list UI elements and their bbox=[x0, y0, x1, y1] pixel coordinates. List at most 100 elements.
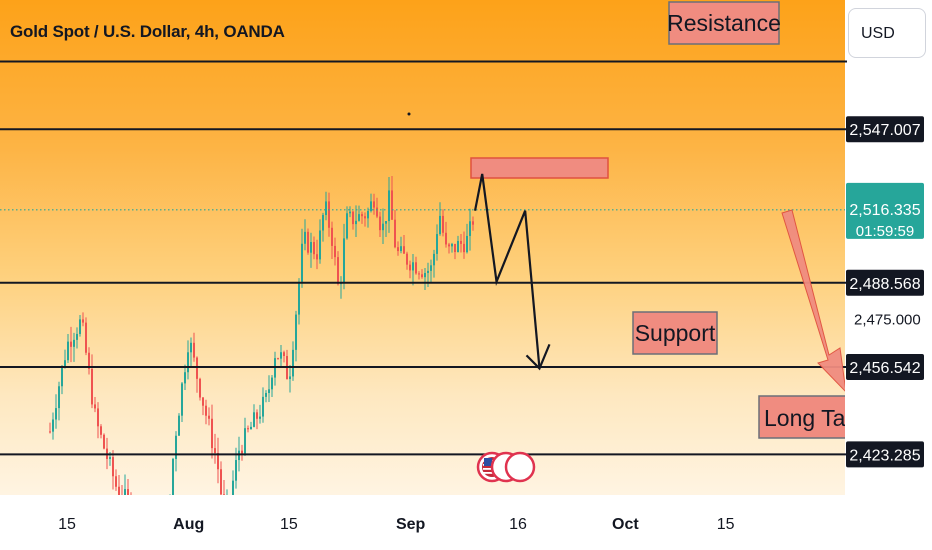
candle-body bbox=[268, 389, 270, 393]
resistance-zone-box[interactable] bbox=[470, 157, 609, 179]
candle-body bbox=[298, 281, 300, 315]
candle-body bbox=[58, 386, 60, 409]
candle-body bbox=[130, 497, 132, 498]
level-price-tag bbox=[846, 269, 924, 296]
candle-body bbox=[367, 211, 369, 219]
candle-body bbox=[154, 513, 156, 514]
candle-body bbox=[262, 396, 264, 417]
candle-body bbox=[148, 520, 150, 521]
candle-body bbox=[238, 450, 240, 461]
candle-body bbox=[382, 223, 384, 231]
candle-body bbox=[157, 521, 159, 522]
bar-countdown-label: 01:59:59 bbox=[856, 223, 914, 240]
candle-body bbox=[133, 516, 135, 517]
candle-body bbox=[64, 360, 66, 367]
candle-body bbox=[52, 419, 54, 432]
candle-body bbox=[94, 404, 96, 409]
candle-body bbox=[136, 509, 138, 510]
candle-body bbox=[307, 231, 309, 253]
candle-body bbox=[373, 201, 375, 208]
long-target-label-box[interactable] bbox=[758, 395, 849, 439]
candle-body bbox=[439, 215, 441, 235]
support-label: Support bbox=[635, 320, 716, 346]
candle-body bbox=[376, 207, 378, 217]
support-label-box[interactable] bbox=[632, 311, 718, 355]
flag-ring bbox=[504, 451, 536, 483]
candle-body bbox=[151, 513, 153, 514]
candle-body bbox=[73, 339, 75, 347]
candle-body bbox=[85, 322, 87, 353]
candle-body bbox=[61, 366, 63, 387]
resistance-label-box[interactable] bbox=[668, 1, 780, 45]
level-price-label: 2,456.542 bbox=[849, 360, 920, 377]
candle-body bbox=[232, 480, 234, 495]
level-price-label: 2,547.007 bbox=[849, 122, 920, 139]
candle-body bbox=[187, 352, 189, 373]
candle-body bbox=[403, 246, 405, 254]
candle-body bbox=[304, 231, 306, 244]
candle-body bbox=[259, 416, 261, 419]
candle-body bbox=[421, 274, 423, 278]
x-tick-label: 15 bbox=[280, 516, 298, 533]
candle-body bbox=[211, 418, 213, 449]
candle-body bbox=[220, 469, 222, 495]
candle-body bbox=[217, 453, 219, 470]
candle-body bbox=[160, 519, 162, 520]
candle-body bbox=[271, 377, 273, 390]
candle-body bbox=[292, 349, 294, 377]
candle-body bbox=[328, 201, 330, 228]
candle-body bbox=[448, 244, 450, 247]
candle-body bbox=[433, 253, 435, 266]
candle-body bbox=[247, 428, 249, 430]
candle-body bbox=[142, 519, 144, 520]
long-target-label: Long Tar bbox=[764, 405, 853, 431]
plot-area[interactable] bbox=[0, 0, 845, 495]
candle-body bbox=[169, 495, 171, 496]
currency-button[interactable]: USD bbox=[848, 8, 926, 58]
candle-body bbox=[472, 221, 474, 225]
projection-zigzag[interactable] bbox=[473, 173, 541, 369]
candle-body bbox=[214, 448, 216, 454]
candle-body bbox=[319, 230, 321, 260]
projection-arrowhead bbox=[525, 343, 551, 371]
candle-body bbox=[361, 214, 363, 217]
candle-body bbox=[199, 378, 201, 398]
candle-body bbox=[97, 408, 99, 427]
economic-event-flag[interactable] bbox=[504, 451, 536, 483]
time-axis[interactable] bbox=[0, 495, 845, 550]
candle-body bbox=[325, 201, 327, 215]
candle-body bbox=[391, 190, 393, 220]
candle-body bbox=[121, 497, 123, 498]
candles-layer bbox=[49, 112, 474, 522]
candle-body bbox=[469, 221, 471, 236]
candle-body bbox=[385, 221, 387, 224]
candle-body bbox=[70, 341, 72, 347]
candle-body bbox=[55, 408, 57, 420]
chart-dot bbox=[407, 112, 411, 116]
candle-body bbox=[316, 254, 318, 260]
candle-body bbox=[205, 405, 207, 416]
candle-body bbox=[178, 415, 180, 436]
candle-body bbox=[343, 238, 345, 283]
candle-body bbox=[277, 358, 279, 360]
candle-body bbox=[346, 213, 348, 239]
candle-body bbox=[334, 245, 336, 258]
candle-body bbox=[235, 460, 237, 481]
candle-body bbox=[436, 234, 438, 254]
candle-body bbox=[331, 227, 333, 246]
long-target-arrow[interactable] bbox=[781, 209, 846, 392]
candle-body bbox=[430, 265, 432, 271]
candle-body bbox=[418, 273, 420, 275]
candle-body bbox=[91, 368, 93, 405]
candle-body bbox=[349, 211, 351, 214]
candle-body bbox=[241, 450, 243, 454]
candle-body bbox=[355, 220, 357, 225]
candle-body bbox=[424, 272, 426, 278]
candle-body bbox=[394, 219, 396, 248]
candle-body bbox=[118, 486, 120, 495]
candle-body bbox=[364, 216, 366, 219]
candle-body bbox=[109, 457, 111, 459]
candle-body bbox=[313, 242, 315, 255]
x-tick-label: 15 bbox=[58, 516, 76, 533]
